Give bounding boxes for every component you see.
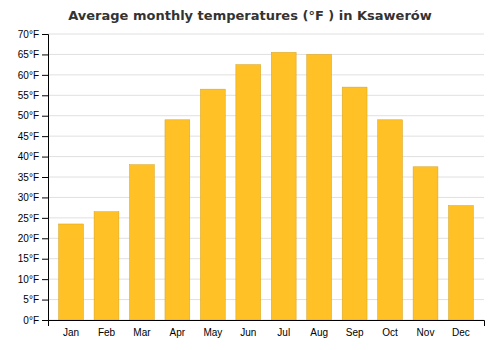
bar — [59, 224, 84, 320]
y-tick: 15°F — [18, 253, 48, 264]
x-tick-label: Nov — [417, 327, 435, 338]
bar — [413, 167, 438, 320]
x-tick: Dec — [452, 327, 470, 338]
x-tick: Sep — [346, 327, 364, 338]
y-tick-mark — [42, 279, 48, 280]
y-tick: 25°F — [18, 213, 48, 224]
grid-line — [48, 115, 484, 116]
y-tick-label: 25°F — [18, 213, 39, 224]
y-axis-line — [42, 35, 49, 321]
x-tick-label: Oct — [382, 327, 398, 338]
y-tick-label: 10°F — [18, 274, 39, 285]
y-tick-mark — [42, 320, 48, 321]
y-tick-label: 55°F — [18, 90, 39, 101]
y-tick-mark — [42, 75, 48, 76]
y-tick: 30°F — [18, 192, 48, 203]
x-tick-label: Jan — [63, 327, 79, 338]
bar — [236, 65, 261, 320]
x-tick-label: Mar — [133, 327, 151, 338]
x-axis-line — [49, 321, 485, 327]
y-tick: 50°F — [18, 110, 48, 121]
y-tick-label: 15°F — [18, 253, 39, 264]
y-tick-mark — [42, 54, 48, 55]
bar — [94, 212, 119, 320]
y-tick: 40°F — [18, 151, 48, 162]
y-tick-mark — [42, 300, 48, 301]
grid-line — [48, 95, 484, 96]
y-tick-mark — [42, 197, 48, 198]
y-tick: 20°F — [18, 233, 48, 244]
x-tick-label: Apr — [170, 327, 186, 338]
x-tick: Mar — [133, 327, 151, 338]
x-tick-label: Feb — [98, 327, 116, 338]
x-tick-label: May — [203, 327, 222, 338]
x-tick: Feb — [98, 327, 116, 338]
y-tick: 0°F — [23, 315, 48, 326]
y-tick-label: 5°F — [23, 294, 39, 305]
y-tick-label: 40°F — [18, 151, 39, 162]
chart-svg: Average monthly temperatures (°F ) in Ks… — [0, 0, 500, 350]
x-tick: Jul — [277, 327, 290, 338]
y-tick: 65°F — [18, 49, 48, 60]
bar — [378, 120, 403, 320]
y-tick-label: 50°F — [18, 110, 39, 121]
y-tick-label: 60°F — [18, 70, 39, 81]
y-tick-mark — [42, 177, 48, 178]
bar — [307, 54, 332, 320]
y-tick: 45°F — [18, 131, 48, 142]
y-tick-mark — [42, 34, 48, 35]
y-tick-mark — [42, 136, 48, 137]
bar — [130, 165, 155, 320]
y-tick-label: 45°F — [18, 131, 39, 142]
x-tick-label: Aug — [310, 327, 328, 338]
x-tick: Nov — [417, 327, 435, 338]
y-tick-label: 30°F — [18, 192, 39, 203]
y-tick: 35°F — [18, 172, 48, 183]
y-tick: 70°F — [18, 29, 48, 40]
bar — [165, 120, 190, 320]
x-tick: Jun — [240, 327, 256, 338]
y-tick-label: 70°F — [18, 29, 39, 40]
y-tick-mark — [42, 259, 48, 260]
x-tick: Aug — [310, 327, 328, 338]
bar — [200, 89, 225, 320]
x-tick-label: Jun — [240, 327, 256, 338]
y-tick-label: 0°F — [23, 315, 39, 326]
grid-line — [48, 34, 484, 35]
grid — [48, 34, 484, 320]
y-tick: 5°F — [23, 294, 48, 305]
y-tick-mark — [42, 238, 48, 239]
y-tick: 10°F — [18, 274, 48, 285]
x-tick: May — [203, 327, 222, 338]
y-tick: 55°F — [18, 90, 48, 101]
grid-line — [48, 54, 484, 55]
y-tick-mark — [42, 218, 48, 219]
bar — [449, 206, 474, 320]
y-tick: 60°F — [18, 70, 48, 81]
y-tick-mark — [42, 95, 48, 96]
y-tick-label: 65°F — [18, 49, 39, 60]
x-tick-label: Sep — [346, 327, 364, 338]
x-tick: Apr — [170, 327, 186, 338]
bar — [271, 52, 296, 320]
grid-line — [48, 156, 484, 157]
chart-container: Average monthly temperatures (°F ) in Ks… — [0, 0, 500, 350]
x-tick: Jan — [63, 327, 79, 338]
y-tick-label: 20°F — [18, 233, 39, 244]
y-axis: 0°F 5°F 10°F 15°F 20°F 25°F 30°F 35°F 40°F 45°F 50… — [18, 29, 49, 326]
x-tick-label: Dec — [452, 327, 470, 338]
bar — [342, 87, 367, 320]
chart-title: Average monthly temperatures (°F ) in Ks… — [68, 8, 432, 23]
x-tick-label: Jul — [277, 327, 290, 338]
x-tick: Oct — [382, 327, 398, 338]
grid-line — [48, 74, 484, 75]
plot: 0°F 5°F 10°F 15°F 20°F 25°F 30°F 35°F 40°F 45°F 50… — [18, 29, 485, 338]
x-axis: Jan Feb Mar Apr May Jun Jul Aug Sep Oct Nov Dec — [49, 321, 485, 339]
y-tick-label: 35°F — [18, 172, 39, 183]
y-tick-mark — [42, 116, 48, 117]
y-tick-mark — [42, 157, 48, 158]
bars — [59, 52, 474, 320]
grid-line — [48, 136, 484, 137]
